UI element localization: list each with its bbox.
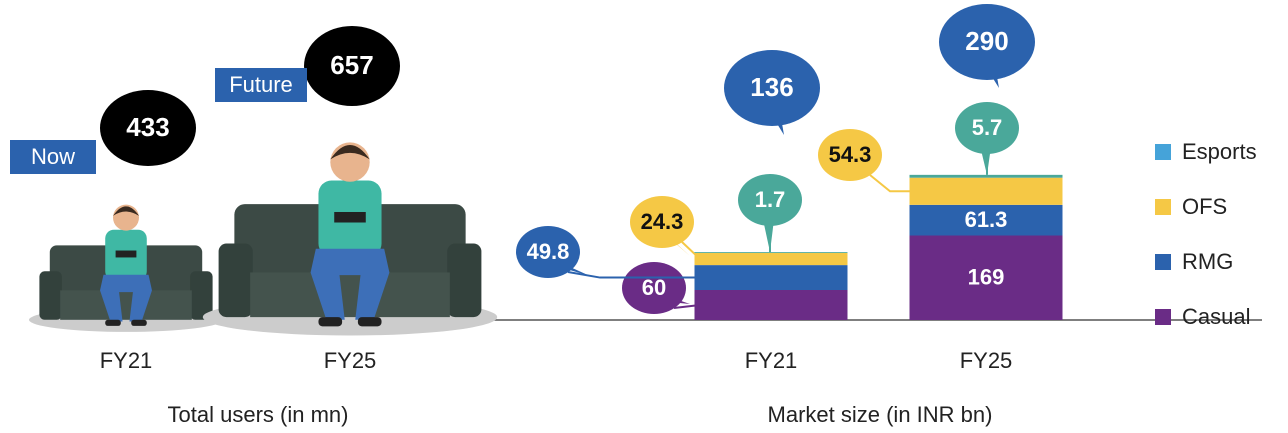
x-axis-title: Total users (in mn) — [168, 402, 349, 427]
legend-swatch — [1155, 199, 1171, 215]
shoe — [318, 317, 342, 326]
bar-segment — [910, 178, 1063, 205]
bubble-label: 49.8 — [527, 239, 570, 264]
couch-seat — [60, 290, 192, 319]
x-axis-title: Market size (in INR bn) — [768, 402, 993, 427]
couch-arm — [219, 244, 253, 318]
legend-label: OFS — [1182, 194, 1227, 219]
x-tick-label: FY25 — [960, 348, 1013, 373]
couch-seat — [250, 272, 450, 317]
page: {"chart_data": [ {"type": "pictogram", "… — [0, 0, 1288, 433]
bubble-label: 5.7 — [972, 115, 1003, 140]
phone — [334, 212, 366, 223]
leader — [682, 242, 700, 259]
value-label: 61.3 — [965, 207, 1008, 232]
bar-segment — [910, 175, 1063, 178]
tag-label: Future — [229, 72, 293, 97]
couch-arm — [39, 271, 62, 319]
bar-segment — [695, 290, 848, 320]
user-figure — [29, 205, 223, 332]
shoe — [105, 320, 121, 326]
couch-arm — [447, 244, 481, 318]
shoe — [131, 320, 147, 326]
chart: Total users (in mn) Market size (in INR … — [0, 0, 1288, 433]
legend-swatch — [1155, 309, 1171, 325]
legend-swatch — [1155, 144, 1171, 160]
shoe — [358, 317, 382, 326]
bar-segment — [695, 265, 848, 290]
x-tick-label: FY25 — [324, 348, 377, 373]
x-tick-label: FY21 — [745, 348, 798, 373]
bubble-label: 60 — [642, 275, 666, 300]
legend-label: RMG — [1182, 249, 1233, 274]
legend-label: Casual — [1182, 304, 1250, 329]
bar-segment — [695, 253, 848, 265]
bubble-label: 54.3 — [829, 142, 872, 167]
value-label: 169 — [968, 265, 1005, 290]
legend-swatch — [1155, 254, 1171, 270]
phone — [116, 251, 137, 258]
bubble-label: 1.7 — [755, 187, 786, 212]
x-tick-label: FY21 — [100, 348, 153, 373]
bubble-label: 290 — [965, 26, 1008, 56]
tag-label: Now — [31, 144, 75, 169]
user-figure — [203, 142, 497, 335]
legend-label: Esports — [1182, 139, 1257, 164]
bubble-label: 657 — [330, 50, 373, 80]
bubble-label: 433 — [126, 112, 169, 142]
bubble-label: 136 — [750, 72, 793, 102]
bar-segment — [695, 252, 848, 253]
leader — [870, 175, 910, 191]
bubble-label: 24.3 — [641, 209, 684, 234]
